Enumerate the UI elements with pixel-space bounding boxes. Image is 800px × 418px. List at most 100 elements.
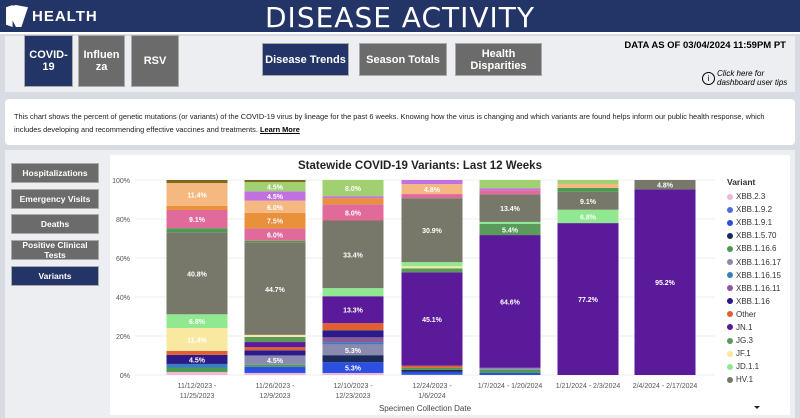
bar-segment-XBB.1.16.6[interactable]: [244, 364, 306, 367]
legend-item[interactable]: Other: [727, 308, 781, 321]
learn-more-link[interactable]: Learn More: [259, 125, 300, 134]
bar-segment[interactable]: [479, 188, 541, 191]
legend-item[interactable]: XBB.1.16: [727, 295, 781, 308]
bar-segment[interactable]: [401, 194, 463, 199]
bar-segment-JG.3[interactable]: [401, 268, 463, 273]
bar-segment-XBB.1.5.70[interactable]: [322, 355, 384, 363]
bar-segment[interactable]: [557, 180, 619, 184]
bar-segment-XBB.1.9.2[interactable]: [401, 373, 463, 375]
legend-item[interactable]: JN.1: [727, 321, 781, 334]
legend-scroll-down-icon[interactable]: [754, 406, 760, 409]
bar-segment[interactable]: [244, 228, 306, 241]
tab-influenza[interactable]: Influenza: [78, 35, 125, 87]
bar-segment[interactable]: [166, 183, 228, 206]
bar-segment-Other[interactable]: [322, 323, 384, 331]
bar-segment-HV.1[interactable]: [401, 198, 463, 263]
bar-segment-Other[interactable]: [244, 347, 306, 351]
bar-segment-JF.1[interactable]: [244, 334, 306, 337]
sidebar-item-variants[interactable]: Variants: [11, 266, 99, 286]
tab-rsv[interactable]: RSV: [131, 35, 179, 87]
bar-segment-Other[interactable]: [401, 365, 463, 368]
sidebar-item-positive-clinical-tests[interactable]: Positive Clinical Tests: [11, 240, 99, 260]
bar-segment-XBB.1.16[interactable]: [244, 350, 306, 356]
bar-segment[interactable]: [244, 191, 306, 201]
legend-item[interactable]: JD.1.1: [727, 360, 781, 373]
bar-segment[interactable]: [244, 200, 306, 213]
bar-segment[interactable]: [557, 183, 619, 188]
legend-item[interactable]: XBB.2.3: [727, 190, 781, 203]
bar-segment-XBB.2.3[interactable]: [244, 372, 306, 375]
bar-segment-XBB.1.16.17[interactable]: [244, 355, 306, 365]
bar-segment-XBB.1.16.17[interactable]: [322, 344, 384, 356]
bar-segment[interactable]: [166, 209, 228, 229]
bar-segment[interactable]: [557, 187, 619, 192]
sidebar-item-hospitalizations[interactable]: Hospitalizations: [11, 163, 99, 183]
tab-health-disparities[interactable]: Health Disparities: [455, 43, 542, 76]
tab-disease-trends[interactable]: Disease Trends: [262, 43, 349, 76]
legend-item[interactable]: XBB.1.16.6: [727, 242, 781, 255]
bar-segment-XBB.1.16.15[interactable]: [166, 363, 228, 368]
legend-item[interactable]: XBB.1.9.1: [727, 216, 781, 229]
bar-segment-JN.1[interactable]: [322, 296, 384, 324]
bar-segment[interactable]: [166, 180, 228, 184]
bar-segment-HV.1[interactable]: [244, 242, 306, 335]
bar-segment-XBB.1.9.1[interactable]: [322, 362, 384, 373]
bar-segment-HV.1[interactable]: [322, 220, 384, 289]
bar-segment[interactable]: [322, 180, 384, 197]
bar-segment-JD.1.1[interactable]: [479, 221, 541, 224]
bar-segment[interactable]: [244, 182, 306, 192]
bar-segment[interactable]: [322, 204, 384, 221]
bar-segment-JF.1[interactable]: [401, 266, 463, 269]
bar-segment-XBB.1.16[interactable]: [166, 354, 228, 364]
bar-segment[interactable]: [244, 240, 306, 243]
legend-item[interactable]: XBB.1.16.11: [727, 282, 781, 295]
bar-segment[interactable]: [244, 180, 306, 183]
bar-segment-JG.3[interactable]: [479, 223, 541, 236]
legend-item[interactable]: XBB.1.16.17: [727, 255, 781, 268]
dashboard-tips-link[interactable]: i Click here for dashboard user tips: [702, 69, 787, 87]
bar-segment-XBB.1.16.17[interactable]: [479, 367, 541, 370]
bar-segment-XBB.1.16.15[interactable]: [322, 342, 384, 345]
bar-segment-HV.1[interactable]: [634, 180, 696, 190]
sidebar-item-emergency-visits[interactable]: Emergency Visits: [11, 189, 99, 209]
bar-segment[interactable]: [479, 190, 541, 195]
bar-segment[interactable]: [322, 198, 384, 205]
bar-segment-JD.1.1[interactable]: [322, 288, 384, 297]
bar-segment-JF.1[interactable]: [166, 327, 228, 351]
bar-segment-XBB.1.9.1[interactable]: [479, 372, 541, 375]
bar-segment-XBB.1.16.6[interactable]: [401, 367, 463, 370]
bar-segment-XBB.1.16[interactable]: [322, 330, 384, 338]
tab-season-totals[interactable]: Season Totals: [359, 43, 447, 76]
bar-segment-XBB.1.16.11[interactable]: [322, 337, 384, 343]
bar-segment-Other[interactable]: [166, 350, 228, 355]
bar-segment-HV.1[interactable]: [479, 194, 541, 222]
bar-segment-XBB.1.9.1[interactable]: [244, 366, 306, 373]
bar-segment-HV.1[interactable]: [166, 232, 228, 315]
bar-segment-JN.1[interactable]: [244, 342, 306, 348]
bar-segment-JD.1.1[interactable]: [557, 209, 619, 224]
bar-segment-HV.1[interactable]: [557, 191, 619, 210]
bar-segment-JN.1[interactable]: [634, 189, 696, 375]
sidebar-item-deaths[interactable]: Deaths: [11, 214, 99, 234]
bar-segment-JN.1[interactable]: [557, 223, 619, 375]
legend-item[interactable]: XBB.1.16.15: [727, 269, 781, 282]
bar-segment[interactable]: [244, 212, 306, 229]
bar-segment-XBB.1.16.6[interactable]: [166, 367, 228, 372]
bar-segment-XBB.1.5.70[interactable]: [401, 369, 463, 372]
bar-segment[interactable]: [322, 196, 384, 199]
legend-item[interactable]: XBB.1.5.70: [727, 229, 781, 242]
bar-segment-JN.1[interactable]: [401, 272, 463, 366]
bar-segment-JG.3[interactable]: [244, 336, 306, 343]
legend-item[interactable]: HV.1: [727, 373, 781, 386]
bar-segment-XBB.2.3[interactable]: [322, 372, 384, 375]
legend-item[interactable]: JF.1: [727, 347, 781, 360]
bar-segment-JN.1[interactable]: [479, 235, 541, 368]
bar-segment-XBB.1.16.6[interactable]: [479, 369, 541, 373]
bar-segment-JD.1.1[interactable]: [401, 262, 463, 267]
bar-segment[interactable]: [401, 184, 463, 195]
legend-item[interactable]: XBB.1.9.2: [727, 203, 781, 216]
bar-segment-XBB.1.9.1[interactable]: [401, 371, 463, 374]
bar-segment[interactable]: [166, 205, 228, 210]
tab-covid-19[interactable]: COVID-19: [24, 35, 73, 87]
bar-segment[interactable]: [479, 180, 541, 189]
